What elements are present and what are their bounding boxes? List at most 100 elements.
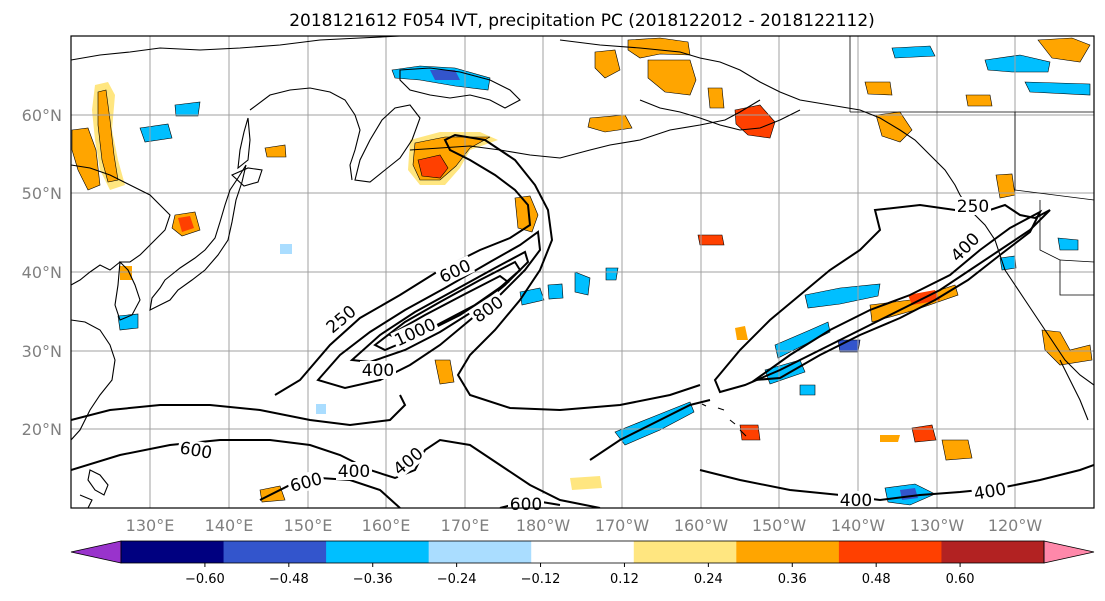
lon-label: 160°E [362, 516, 411, 535]
japan [149, 164, 247, 311]
pos-area [735, 326, 748, 340]
lon-label: 130°W [910, 516, 965, 535]
colorbar-tick-label: −0.24 [437, 572, 477, 587]
lon-label: 150°E [284, 516, 333, 535]
asia-coast [71, 164, 171, 286]
pos-area [120, 266, 132, 280]
kamchatka [354, 104, 421, 183]
pos-area [570, 476, 602, 490]
colorbar-extend-high [1043, 540, 1095, 564]
neg-area [774, 321, 831, 359]
neg-area [799, 384, 816, 396]
lon-label: 170°E [441, 516, 490, 535]
ivt-contour-south1 [71, 394, 407, 427]
lon-label: 160°W [674, 516, 729, 535]
pos-area [647, 59, 697, 96]
okhotsk-coast [249, 87, 361, 181]
lat-label: 40°N [22, 263, 62, 282]
pos-area [1037, 37, 1091, 63]
aleutians [409, 99, 761, 159]
colorbar-swatch [633, 541, 737, 563]
neg-area [316, 404, 326, 414]
ivt-contour-400-east [751, 209, 1043, 382]
neg-area [1057, 237, 1079, 251]
neg-area [837, 339, 861, 353]
lon-labels: 130°E 140°E 150°E 160°E 170°E 180°W 170°… [126, 516, 1043, 535]
map-title: 2018121612 F054 IVT, precipitation PC (2… [289, 11, 875, 31]
neg-area [900, 488, 918, 500]
lon-label: 150°W [752, 516, 807, 535]
pos-area [71, 127, 101, 191]
pos-area [1041, 329, 1093, 366]
colorbar-swatch [941, 541, 1045, 563]
colorbar-frame [120, 540, 1045, 564]
hokkaido [231, 167, 263, 187]
pos-area [264, 144, 287, 158]
ivt-contour-400 [316, 230, 542, 390]
ivt-contours [71, 133, 1094, 508]
ivt-contour-250-east [713, 203, 1051, 394]
colorbar-swatch [121, 541, 225, 563]
china-coast [71, 319, 116, 441]
pos-area [911, 424, 937, 443]
colorbar-tick-label: −0.36 [353, 572, 393, 587]
colorbar: −0.60 −0.48 −0.36 −0.24 −0.12 0.12 0.24 0.36 0.4… [70, 540, 1095, 587]
graticule [71, 36, 1094, 508]
contour-label: 400 [338, 462, 370, 482]
map-area [71, 36, 1094, 508]
neg-area [280, 244, 292, 254]
pos-area [417, 154, 449, 179]
neg-area [117, 313, 139, 331]
map-frame [70, 35, 1095, 509]
lon-label: 140°W [831, 516, 886, 535]
colorbar-swatch [428, 541, 532, 563]
pos-area [864, 81, 893, 96]
ivt-contour-south2 [71, 438, 601, 508]
pos-area [594, 49, 621, 79]
contour-label: 400 [840, 491, 872, 511]
borders [849, 36, 1094, 296]
colorbar-tick-label: −0.60 [185, 572, 225, 587]
lat-label: 30°N [22, 342, 62, 361]
na-coast [959, 194, 1094, 386]
lat-label: 60°N [22, 106, 62, 125]
lon-label: 170°W [595, 516, 650, 535]
colorbar-tick-label: 0.48 [862, 572, 891, 587]
alaska-coast [559, 39, 961, 196]
hawaii [701, 403, 747, 437]
neg-area [891, 45, 936, 59]
neg-area [804, 283, 881, 309]
ivt-contour-south3 [259, 476, 401, 508]
ivt-contour-600 [349, 250, 530, 364]
neg-area [174, 101, 201, 117]
colorbar-extend-low [70, 540, 122, 564]
pos-area [707, 87, 725, 109]
lon-label: 130°E [126, 516, 175, 535]
lon-label: 120°W [988, 516, 1043, 535]
colorbar-tick-label: 0.12 [610, 572, 639, 587]
pos-area [965, 94, 993, 107]
pos-area [941, 439, 973, 461]
contour-label: 250 [957, 197, 989, 217]
pos-area [178, 216, 194, 232]
pos-area [434, 359, 455, 385]
lat-labels: 20°N 30°N 40°N 50°N 60°N [22, 106, 62, 439]
neg-area [984, 54, 1051, 73]
pos-area [880, 435, 900, 442]
colorbar-tick-label: 0.36 [778, 572, 807, 587]
lon-label: 180°W [516, 516, 571, 535]
pos-area [697, 234, 725, 246]
neg-area [139, 123, 173, 143]
sakhalin [237, 117, 251, 170]
colorbar-tick-label: 0.60 [946, 572, 975, 587]
colorbar-swatch [326, 541, 430, 563]
ivt-contour-south6 [589, 399, 711, 461]
contour-label: 400 [362, 361, 394, 381]
colorbar-tick-label: −0.48 [269, 572, 309, 587]
coastlines [71, 36, 1094, 508]
chukotka [399, 67, 521, 109]
positive-precip-areas [71, 37, 1093, 503]
pos-area [627, 37, 691, 59]
contour-label: 600 [510, 495, 542, 515]
